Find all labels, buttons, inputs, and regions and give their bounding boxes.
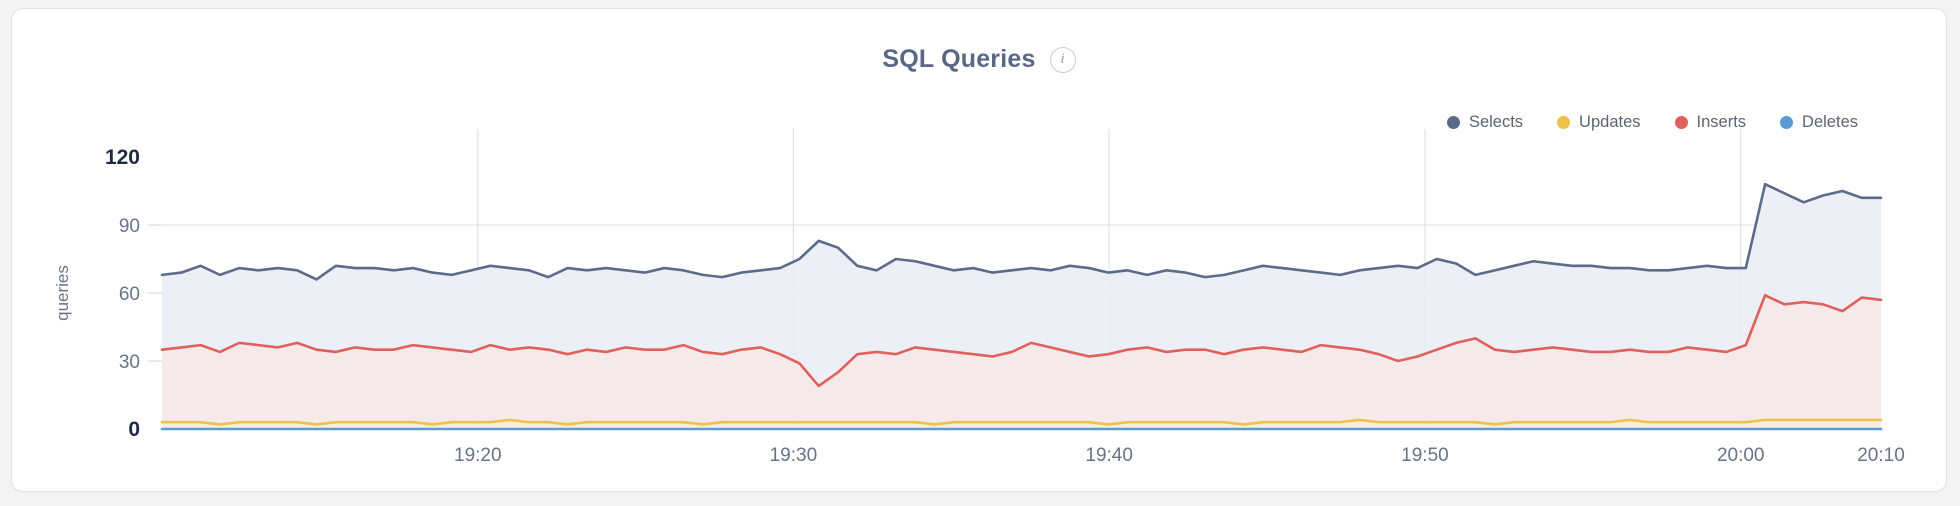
page-title: SQL Queries: [882, 45, 1036, 73]
info-icon[interactable]: i: [1049, 46, 1076, 73]
legend-label: Selects: [1468, 113, 1524, 131]
y-axis-tick-label: 60: [119, 284, 140, 305]
y-axis-title: queries: [53, 265, 72, 321]
area-fill-inserts: [162, 295, 1881, 429]
series-line-updates[interactable]: [160, 418, 1883, 426]
sql-queries-card: SQL Queries i Selects Updates Inserts Delet…: [11, 8, 1947, 492]
series-line-inserts[interactable]: [160, 293, 1883, 388]
x-axis-tick-label: 19:20: [454, 445, 502, 466]
legend-swatch-updates-icon: [1557, 116, 1571, 129]
legend-label: Deletes: [1802, 113, 1858, 131]
legend-swatch-inserts-icon: [1674, 116, 1688, 129]
legend-label: Inserts: [1696, 113, 1747, 131]
x-axis-tick-label: 19:30: [770, 445, 818, 466]
legend-swatch-selects-icon: [1446, 116, 1460, 129]
y-axis-tick-label: 0: [128, 418, 140, 441]
legend-label: Updates: [1579, 113, 1641, 131]
y-axis-tick-label: 120: [105, 146, 140, 169]
card-header: SQL Queries i: [12, 45, 1946, 74]
sql-queries-chart[interactable]: 0 30 60 90 120 19:20 19:30 19:40 19:50 20:00 20:10…: [12, 9, 1948, 493]
y-axis-tick-label: 90: [119, 216, 140, 237]
x-axis-tick-label: 20:00: [1717, 445, 1765, 466]
legend-swatch-deletes-icon: [1780, 116, 1794, 129]
x-axis-tick-label: 19:40: [1085, 445, 1133, 466]
legend-item-selects[interactable]: Selects: [1446, 113, 1524, 132]
x-axis-tick-label: 19:50: [1401, 445, 1449, 466]
chart-plot-area: 0 30 60 90 120 19:20 19:30 19:40 19:50 20:00 20:10…: [12, 9, 1946, 491]
legend-item-updates[interactable]: Updates: [1557, 113, 1641, 132]
legend-item-deletes[interactable]: Deletes: [1780, 113, 1858, 132]
legend-item-inserts[interactable]: Inserts: [1674, 113, 1747, 132]
y-axis-tick-label: 30: [119, 352, 140, 373]
area-fill-updates: [162, 419, 1881, 429]
chart-legend: Selects Updates Inserts Deletes: [1446, 113, 1858, 132]
series-line-selects[interactable]: [160, 182, 1883, 281]
x-axis-tick-label: 20:10: [1857, 445, 1905, 466]
